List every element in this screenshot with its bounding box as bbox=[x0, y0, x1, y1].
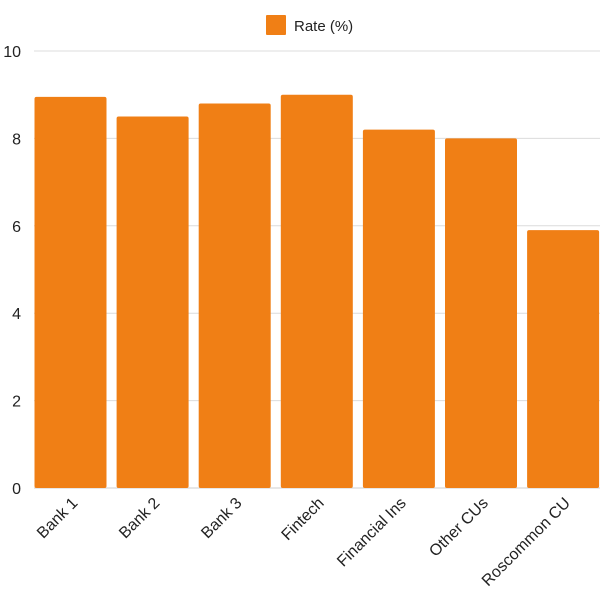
x-tick-label: Bank 3 bbox=[198, 495, 245, 542]
bar[interactable] bbox=[280, 94, 353, 488]
y-tick-label: 2 bbox=[12, 394, 21, 411]
bars bbox=[34, 94, 600, 489]
x-tick-label: Financial Ins bbox=[334, 495, 410, 571]
bar[interactable] bbox=[527, 230, 600, 489]
bar[interactable] bbox=[116, 116, 189, 489]
x-tick-label: Bank 2 bbox=[116, 495, 163, 542]
x-tick-label: Other CUs bbox=[426, 495, 491, 560]
bar[interactable] bbox=[198, 103, 271, 488]
x-axis-ticks: Bank 1 Bank 2 Bank 3 Fintech Financial Ins Ot… bbox=[34, 495, 574, 590]
legend-label: Rate (%) bbox=[294, 18, 353, 35]
bar[interactable] bbox=[362, 129, 435, 488]
y-axis-ticks: 0 2 4 6 8 10 bbox=[3, 44, 21, 498]
legend[interactable]: Rate (%) bbox=[266, 15, 353, 35]
y-tick-label: 0 bbox=[12, 481, 21, 498]
y-tick-label: 8 bbox=[12, 131, 21, 148]
y-tick-label: 10 bbox=[3, 44, 21, 61]
x-tick-label: Roscommon CU bbox=[479, 495, 574, 590]
bar[interactable] bbox=[445, 138, 517, 488]
bar[interactable] bbox=[34, 96, 107, 488]
legend-swatch bbox=[266, 15, 286, 35]
y-tick-label: 4 bbox=[12, 306, 21, 323]
x-tick-label: Bank 1 bbox=[34, 495, 81, 542]
x-tick-label: Fintech bbox=[279, 495, 328, 544]
y-tick-label: 6 bbox=[12, 219, 21, 236]
